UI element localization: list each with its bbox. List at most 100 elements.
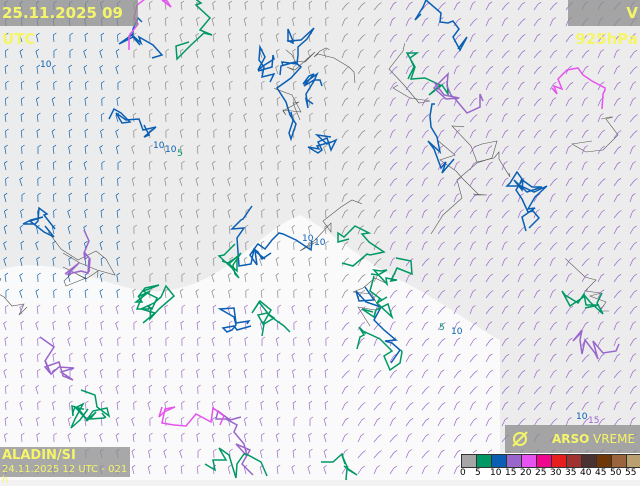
wind-barb bbox=[357, 289, 366, 299]
wind-barb bbox=[453, 1, 461, 11]
wind-barb bbox=[421, 65, 429, 75]
wind-barb bbox=[533, 289, 541, 299]
wind-barb bbox=[453, 241, 462, 251]
wind-barb bbox=[613, 161, 621, 171]
wind-barb bbox=[453, 321, 460, 331]
wind-barb bbox=[485, 34, 494, 43]
wind-barb bbox=[309, 416, 314, 426]
country-border bbox=[62, 266, 99, 287]
wind-barb bbox=[261, 16, 265, 27]
wind-barb bbox=[228, 160, 233, 171]
wind-barb bbox=[101, 80, 105, 91]
wind-barb bbox=[196, 16, 200, 27]
wind-barb bbox=[83, 369, 88, 379]
wind-barb bbox=[99, 385, 103, 395]
wind-barb bbox=[325, 288, 329, 299]
wind-barb bbox=[307, 384, 312, 395]
wind-barb bbox=[181, 304, 186, 314]
wind-barb bbox=[405, 113, 412, 123]
wind-barb bbox=[35, 289, 40, 299]
wind-barb bbox=[68, 160, 73, 171]
wind-barb bbox=[357, 402, 366, 411]
isotach-contour bbox=[551, 67, 606, 110]
wind-barb bbox=[259, 417, 263, 427]
legend-tick: 15 bbox=[505, 468, 517, 478]
wind-barb bbox=[453, 82, 462, 91]
wind-barb bbox=[133, 400, 137, 411]
wind-barb bbox=[597, 145, 605, 155]
wind-barb bbox=[357, 146, 366, 155]
wind-barb bbox=[389, 49, 397, 59]
wind-barb bbox=[244, 128, 249, 139]
wind-barb bbox=[373, 49, 381, 59]
wind-barb bbox=[485, 353, 493, 363]
wind-barb bbox=[229, 112, 234, 122]
wind-barb bbox=[485, 193, 493, 203]
wind-barb bbox=[485, 129, 492, 139]
wind-barb bbox=[212, 320, 217, 331]
wind-barb bbox=[244, 80, 249, 91]
wind-barb bbox=[629, 145, 636, 155]
wind-barb bbox=[421, 114, 430, 123]
wind-barb bbox=[469, 241, 476, 251]
wind-barb bbox=[357, 81, 364, 91]
wind-barb bbox=[517, 289, 525, 299]
wind-barb bbox=[565, 305, 574, 315]
wind-barb bbox=[485, 209, 492, 219]
wind-barb bbox=[549, 113, 557, 123]
wind-barb bbox=[437, 257, 445, 267]
wind-barb bbox=[341, 193, 348, 203]
wind-barb bbox=[405, 433, 412, 443]
wind-barb bbox=[100, 112, 105, 123]
wind-barb bbox=[165, 112, 169, 123]
wind-barb bbox=[613, 146, 622, 155]
wind-barb bbox=[421, 418, 430, 427]
wind-barb bbox=[501, 210, 510, 219]
wind-barb bbox=[517, 418, 526, 427]
wind-barb bbox=[36, 432, 40, 443]
wind-barb bbox=[261, 224, 265, 235]
wind-barb bbox=[84, 304, 89, 315]
wind-barb bbox=[229, 336, 233, 347]
wind-barb bbox=[324, 256, 329, 267]
wind-barb bbox=[243, 113, 247, 123]
wind-barb bbox=[437, 385, 445, 395]
wind-barb bbox=[115, 321, 119, 331]
wind-barb bbox=[37, 192, 41, 203]
isotach-contour bbox=[505, 170, 548, 232]
wind-barb bbox=[308, 240, 312, 251]
wind-barb bbox=[260, 160, 264, 171]
wind-barb bbox=[501, 337, 509, 347]
legend-tick: 55 bbox=[625, 468, 637, 478]
wind-barb bbox=[212, 192, 217, 203]
wind-barb bbox=[37, 272, 41, 283]
country-border bbox=[430, 140, 498, 235]
wind-barb bbox=[196, 464, 201, 475]
wind-barb bbox=[533, 98, 542, 107]
wind-barb bbox=[149, 48, 153, 59]
wind-barb bbox=[276, 208, 281, 219]
wind-barb bbox=[4, 144, 8, 155]
wind-barb bbox=[211, 97, 216, 107]
wind-barb bbox=[453, 274, 462, 283]
isotach-contour bbox=[572, 329, 620, 360]
wind-barb bbox=[597, 34, 606, 43]
isotach-contour bbox=[414, 0, 468, 52]
wind-barb bbox=[227, 464, 232, 475]
wind-barb bbox=[389, 321, 396, 331]
wind-barb bbox=[227, 272, 232, 283]
wind-barb bbox=[116, 224, 120, 235]
wind-barb bbox=[373, 465, 380, 475]
isotach-contour bbox=[302, 71, 323, 109]
wind-barb bbox=[227, 65, 231, 75]
wind-barb bbox=[51, 368, 56, 379]
wind-barb bbox=[453, 401, 460, 411]
wind-barb bbox=[565, 257, 573, 267]
model-name: ALADIN/SI bbox=[2, 448, 76, 463]
wind-barb bbox=[501, 369, 509, 379]
legend-tick: 5 bbox=[475, 468, 481, 478]
wind-barb bbox=[261, 432, 265, 443]
wind-barb bbox=[323, 81, 327, 91]
wind-barb bbox=[53, 112, 57, 123]
wind-barb bbox=[84, 416, 88, 427]
